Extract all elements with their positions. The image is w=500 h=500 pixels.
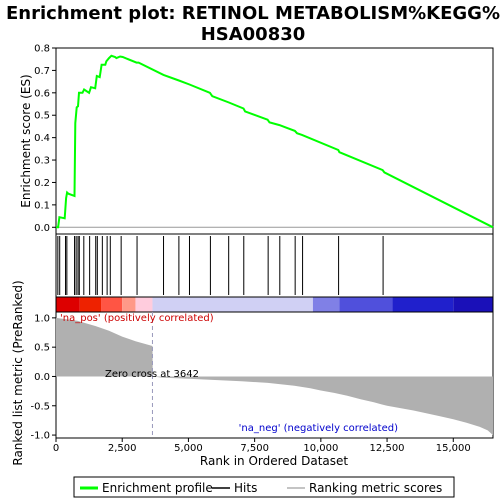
metric-tick-label: 0.5	[34, 343, 50, 354]
legend-label: Hits	[234, 481, 257, 495]
legend-label: Ranking metric scores	[309, 481, 442, 495]
chart-title-line2: HSA00830	[201, 24, 306, 45]
metric-tick-label: 1.0	[34, 313, 50, 324]
enrichment-profile-line	[56, 54, 494, 229]
x-tick-label: 2,500	[108, 443, 137, 454]
hits-frame	[55, 233, 494, 298]
heatmap-segment	[79, 297, 102, 312]
negative-correlation-label: 'na_neg' (negatively correlated)	[239, 423, 398, 434]
metric-tick-label: -0.5	[30, 401, 50, 412]
heatmap-segments	[56, 297, 493, 312]
heatmap-segment	[339, 297, 393, 312]
es-tick-label: 0.5	[34, 111, 50, 122]
enrichment-score-panel: 0.0 0.1 0.2 0.3 0.4 0.5 0.6 0.7 0.8	[34, 44, 494, 235]
x-tick-label: 10,000	[303, 443, 338, 454]
es-y-axis-label: Enrichment score (ES)	[19, 74, 33, 207]
metric-axis-ticks: 1.0 0.5 0.0 -0.5 -1.0	[30, 313, 56, 442]
positive-correlation-label: 'na_pos' (positively correlated)	[60, 313, 214, 324]
x-tick-label: 7,500	[240, 443, 269, 454]
hit-lines	[57, 236, 384, 295]
es-tick-label: 0.8	[34, 44, 50, 55]
rank-heatmap-bar	[55, 296, 494, 313]
heatmap-segment	[135, 297, 153, 312]
es-tick-label: 0.1	[34, 200, 50, 211]
x-tick-label: 15,000	[436, 443, 471, 454]
heatmap-segment	[122, 297, 136, 312]
x-tick-label: 12,500	[370, 443, 405, 454]
es-tick-label: 0.6	[34, 88, 50, 99]
x-axis-ticks: 0 2,500 5,000 7,500 10,000 12,500 15,000	[53, 438, 471, 454]
legend: Enrichment profile Hits Ranking metric sco…	[73, 476, 455, 498]
x-tick-label: 0	[53, 443, 59, 454]
metric-tick-label: -1.0	[30, 431, 50, 442]
hits-panel	[55, 233, 494, 298]
heatmap-segment	[56, 297, 80, 312]
es-plot-frame	[55, 47, 494, 235]
heatmap-segment	[101, 297, 123, 312]
x-axis-label: Rank in Ordered Dataset	[200, 454, 348, 468]
ranked-metric-panel: 1.0 0.5 0.0 -0.5 -1.0 0 2,500 5,000 7,500 10,000…	[30, 311, 494, 454]
heatmap-segment	[312, 297, 340, 312]
metric-tick-label: 0.0	[34, 372, 50, 383]
es-axis-ticks: 0.0 0.1 0.2 0.3 0.4 0.5 0.6 0.7 0.8	[34, 44, 56, 234]
es-tick-label: 0.3	[34, 156, 50, 167]
es-tick-label: 0.7	[34, 66, 50, 77]
heatmap-segment	[392, 297, 454, 312]
es-tick-label: 0.2	[34, 178, 50, 189]
metric-y-axis-label: Ranked list metric (PreRanked)	[11, 280, 25, 465]
chart-title-line1: Enrichment plot: RETINOL METABOLISM%KEGG…	[6, 3, 500, 24]
es-tick-label: 0.4	[34, 133, 50, 144]
zero-cross-label: Zero cross at 3642	[105, 369, 199, 380]
heatmap-segment	[152, 297, 313, 312]
x-tick-label: 5,000	[174, 443, 203, 454]
legend-label: Enrichment profile	[102, 481, 213, 495]
ranked-metric-area	[56, 317, 493, 436]
es-tick-label: 0.0	[34, 223, 50, 234]
legend-items: Enrichment profile Hits Ranking metric sco…	[80, 481, 442, 495]
heatmap-segment	[453, 297, 493, 312]
legend-box	[73, 476, 455, 498]
